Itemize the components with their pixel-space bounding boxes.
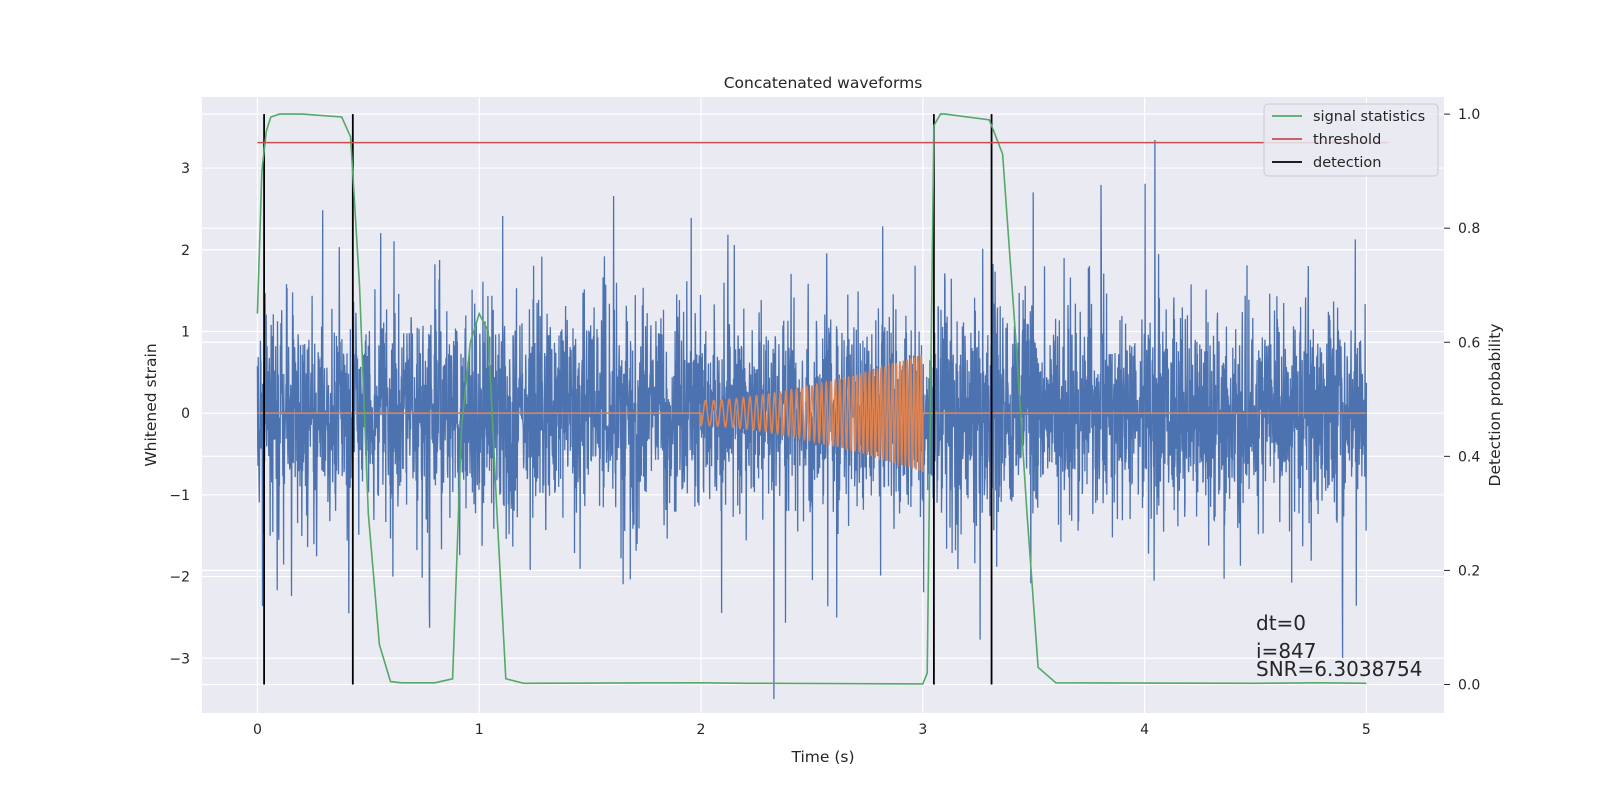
x-axis-ticks: 0 1 2 3 4 5 <box>253 722 1371 738</box>
y-right-tick-label: 0.8 <box>1458 221 1480 237</box>
left-axis-ticks: −3 −2 −1 0 1 2 3 <box>169 161 190 667</box>
x-tick-label: 5 <box>1362 722 1371 738</box>
annotation-snr: SNR=6.3038754 <box>1256 657 1422 681</box>
y-right-tick-label: 0.4 <box>1458 449 1480 465</box>
legend-label-threshold: threshold <box>1313 132 1381 148</box>
y-tick-label: −1 <box>169 488 190 504</box>
y-tick-label: 0 <box>181 406 190 422</box>
legend-label-signal-statistics: signal statistics <box>1313 109 1425 125</box>
x-tick-label: 0 <box>253 722 262 738</box>
y-right-tick-label: 0.6 <box>1458 335 1480 351</box>
data-layer <box>256 113 1389 700</box>
legend-label-detection: detection <box>1313 155 1381 171</box>
y-right-tick-label: 1.0 <box>1458 107 1480 123</box>
signal-statistics-series <box>256 113 1367 685</box>
right-axis-ticks: 0.0 0.2 0.4 0.6 0.8 1.0 <box>1444 107 1480 693</box>
x-tick-label: 1 <box>475 722 484 738</box>
chart-title: Concatenated waveforms <box>724 74 923 92</box>
annotation-i: i=847 <box>1256 639 1317 663</box>
y-tick-label: 1 <box>181 324 190 340</box>
y-tick-label: 3 <box>181 161 190 177</box>
y-right-tick-label: 0.0 <box>1458 677 1480 693</box>
y-right-tick-label: 0.2 <box>1458 563 1480 579</box>
y-tick-label: 2 <box>181 243 190 259</box>
x-tick-label: 3 <box>918 722 927 738</box>
detection-lines <box>263 114 993 685</box>
x-tick-label: 4 <box>1140 722 1149 738</box>
annotation-dt: dt=0 <box>1256 611 1306 635</box>
legend-box <box>1263 103 1439 177</box>
injected-chirp-series <box>257 354 1367 473</box>
x-tick-label: 2 <box>697 722 706 738</box>
whitened-strain-series <box>256 139 1368 700</box>
legend: signal statistics threshold detection <box>1263 103 1439 177</box>
y-axis-label: Whitened strain <box>142 343 160 466</box>
y-axis-right-label: Detection probability <box>1486 324 1504 487</box>
x-axis-label: Time (s) <box>790 748 854 766</box>
y-tick-label: −2 <box>169 570 190 586</box>
y-tick-label: −3 <box>169 651 190 667</box>
annotations: dt=0 i=847 SNR=6.3038754 <box>1256 611 1422 681</box>
